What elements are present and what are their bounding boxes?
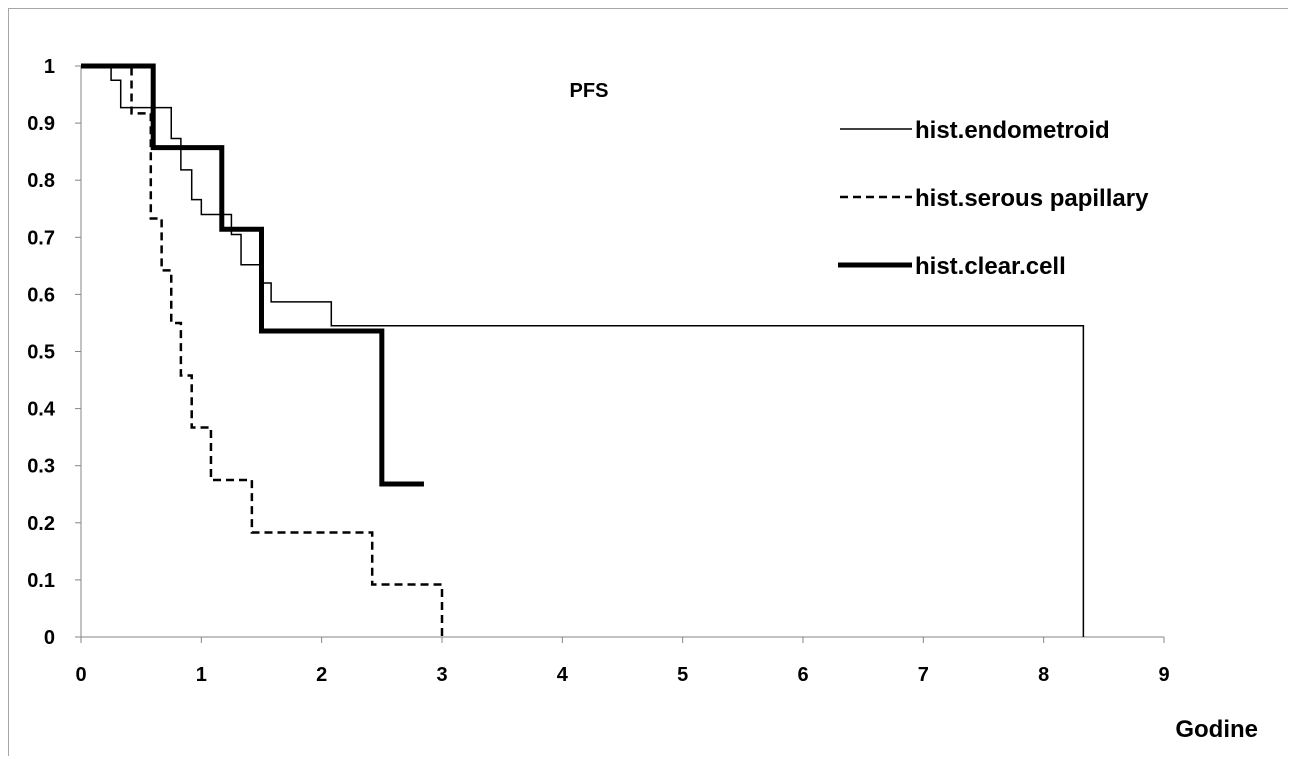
x-tick-label: 6 — [797, 664, 808, 686]
x-tick-label: 7 — [918, 664, 929, 686]
y-tick-label: 0.7 — [27, 227, 55, 249]
x-ticks: 0 1 2 3 4 5 6 7 8 9 — [75, 637, 1170, 686]
y-ticks: 0 0.1 0.2 0.3 0.4 0.5 0.6 0.7 0.8 0.9 1 — [27, 56, 81, 649]
legend-item-endometroid: hist.endometroid — [840, 117, 1110, 144]
y-tick-label: 0.2 — [27, 513, 55, 535]
legend: hist.endometroid hist.serous papillary h… — [838, 117, 1149, 280]
x-tick-label: 4 — [557, 664, 569, 686]
legend-item-serous-papillary: hist.serous papillary — [840, 185, 1149, 212]
x-tick-label: 0 — [75, 664, 86, 686]
chart-frame — [8, 8, 1288, 756]
legend-label-clear-cell: hist.clear.cell — [915, 253, 1066, 280]
x-axis-label: Godine — [1175, 716, 1258, 743]
y-tick-label: 0 — [44, 627, 55, 649]
y-tick-label: 0.6 — [27, 284, 55, 306]
series-line-hist-serous-papillary — [81, 64, 444, 637]
x-tick-label: 3 — [436, 664, 447, 686]
series-line-hist-clear-cell — [81, 63, 424, 487]
legend-label-endometroid: hist.endometroid — [915, 117, 1110, 144]
y-tick-label: 0.1 — [27, 570, 55, 592]
y-tick-label: 0.3 — [27, 456, 55, 478]
axes: 0 0.1 0.2 0.3 0.4 0.5 0.6 0.7 0.8 0.9 1 0 1 2 3 4 5 6 7 8 9 — [27, 56, 1169, 686]
x-tick-label: 5 — [677, 664, 688, 686]
y-tick-label: 1 — [44, 56, 55, 78]
legend-label-serous-papillary: hist.serous papillary — [915, 185, 1149, 212]
y-tick-label: 0.5 — [27, 342, 55, 364]
legend-item-clear-cell: hist.clear.cell — [838, 253, 1066, 280]
x-tick-label: 8 — [1038, 664, 1049, 686]
x-tick-label: 2 — [316, 664, 327, 686]
y-tick-label: 0.9 — [27, 113, 55, 135]
y-tick-label: 0.8 — [27, 170, 55, 192]
x-tick-label: 9 — [1158, 664, 1169, 686]
x-tick-label: 1 — [196, 664, 207, 686]
series-layer — [81, 63, 1085, 637]
y-tick-label: 0.4 — [27, 399, 56, 421]
series-line-hist-endometroid — [81, 65, 1085, 637]
chart-title: PFS — [570, 80, 609, 102]
